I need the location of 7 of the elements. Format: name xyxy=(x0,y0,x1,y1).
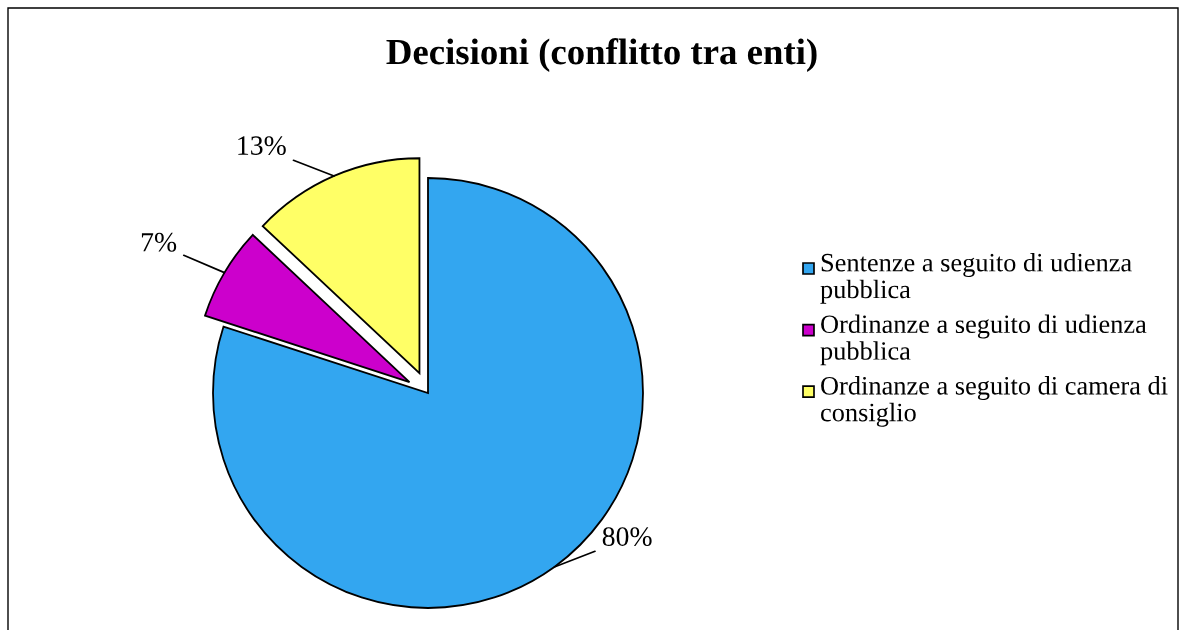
legend-label: Sentenze a seguito di udienza pubblica xyxy=(820,253,1132,304)
data-label: 7% xyxy=(141,232,177,252)
legend-label: Ordinanze a seguito di udienza pubblica xyxy=(820,314,1147,366)
chart-title: Decisioni (conflitto tra enti) xyxy=(386,38,817,72)
data-label: 13% xyxy=(238,136,286,156)
data-label: 80% xyxy=(602,527,652,547)
legend-label: Ordinanze a seguito di camera di consiglio xyxy=(821,376,1168,427)
